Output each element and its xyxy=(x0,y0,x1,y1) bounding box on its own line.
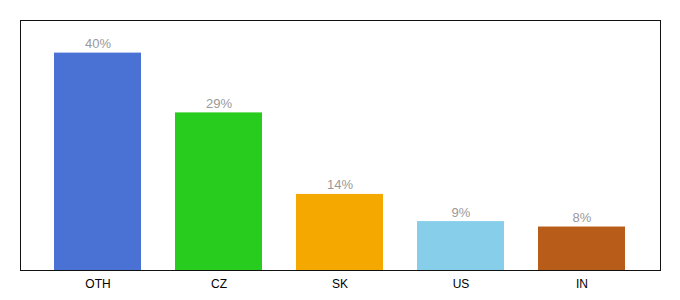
svg-text:8%: 8% xyxy=(573,210,592,225)
svg-text:29%: 29% xyxy=(206,96,232,111)
svg-text:SK: SK xyxy=(332,277,348,291)
svg-text:14%: 14% xyxy=(327,177,353,192)
svg-text:IN: IN xyxy=(576,277,588,291)
svg-text:US: US xyxy=(453,277,470,291)
svg-text:40%: 40% xyxy=(85,36,111,51)
svg-text:CZ: CZ xyxy=(211,277,227,291)
svg-text:OTH: OTH xyxy=(85,277,110,291)
svg-text:9%: 9% xyxy=(452,205,471,220)
